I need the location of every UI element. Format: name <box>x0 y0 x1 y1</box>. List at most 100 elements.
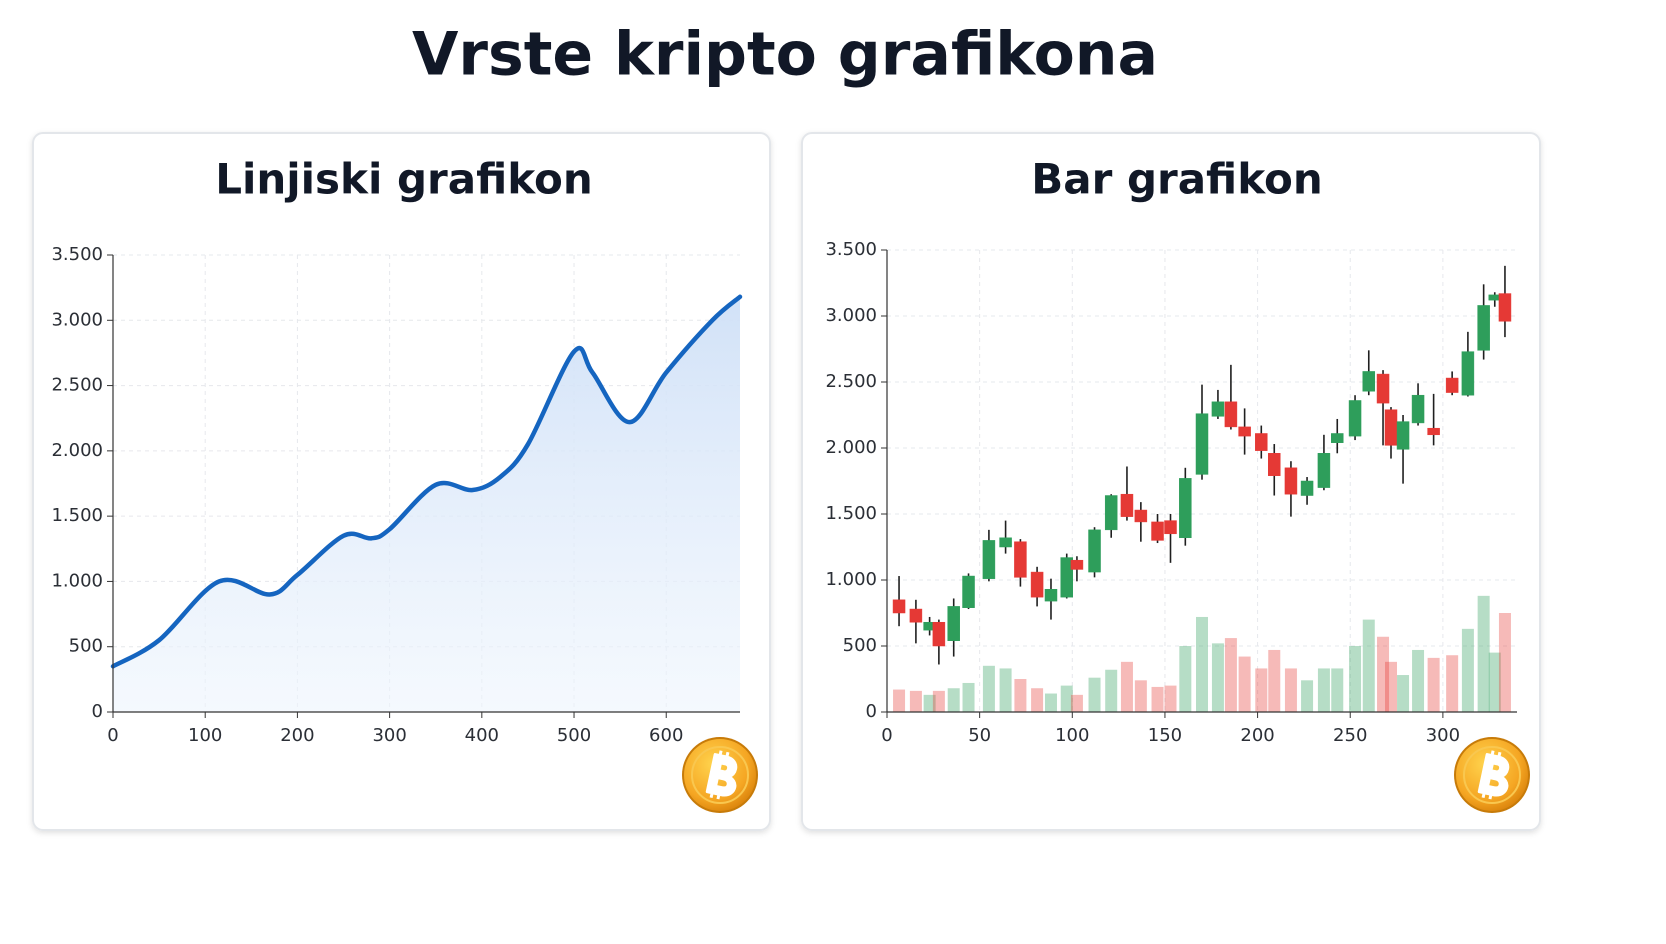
candle-body <box>1396 421 1410 450</box>
y-tick-label: 2.000 <box>825 437 877 458</box>
y-tick-label: 500 <box>843 635 877 656</box>
candle-body <box>1238 426 1251 437</box>
x-tick-label: 600 <box>649 725 683 746</box>
candle-body <box>1088 529 1101 573</box>
volume-bar <box>1331 668 1344 712</box>
volume-bar <box>1498 613 1511 712</box>
x-tick-label: 100 <box>1055 725 1089 746</box>
volume-bar <box>1255 668 1268 712</box>
volume-bar <box>962 682 975 712</box>
chart: 0 500 1.000 1.500 2.000 2.500 3.000 3.500 0 50 100… <box>825 239 1517 746</box>
candle-body <box>1255 433 1268 451</box>
y-tick-label: 1.500 <box>51 505 103 526</box>
bitcoin-icon <box>1452 735 1532 815</box>
candle-body <box>1284 467 1298 495</box>
y-tick-label: 2.000 <box>51 440 103 461</box>
candle-body <box>1427 427 1440 436</box>
candle-body <box>1060 557 1073 598</box>
candle-body <box>1300 480 1314 496</box>
candle-body <box>1348 400 1362 437</box>
bitcoin-icon <box>680 735 760 815</box>
volume-bar <box>947 688 960 712</box>
candle-body <box>1411 394 1425 424</box>
y-tick-label: 3.500 <box>825 239 877 260</box>
candle-body <box>962 575 975 608</box>
candle-body <box>947 606 960 641</box>
candle-body <box>1195 413 1209 475</box>
volume-bar <box>1060 685 1073 712</box>
volume-bar <box>1014 679 1027 712</box>
volume-bar <box>1134 680 1147 712</box>
volume-bar <box>1362 619 1375 712</box>
volume-bar <box>999 668 1012 712</box>
volume-bar <box>1088 677 1101 712</box>
candle-body <box>1498 293 1512 322</box>
volume-bar <box>1385 661 1397 712</box>
volume-bar <box>1179 646 1192 712</box>
volume-bar <box>1488 652 1501 712</box>
volume-bar <box>1105 669 1118 712</box>
candle-body <box>1014 541 1027 578</box>
x-tick-label: 0 <box>881 725 892 746</box>
candle-body <box>1362 371 1376 392</box>
candle-body <box>1134 509 1148 523</box>
volume-bar <box>1477 595 1490 712</box>
volume-bar <box>932 690 945 712</box>
volume-bar <box>1196 616 1208 712</box>
candle-body <box>892 599 906 614</box>
candle-body <box>1461 351 1475 396</box>
candle-body <box>1070 559 1084 570</box>
volume-bar <box>1301 680 1314 712</box>
line <box>110 294 743 669</box>
volume-bar <box>1412 649 1425 712</box>
volume-bar <box>1238 656 1251 712</box>
volume-bar <box>1284 668 1297 712</box>
candle-body <box>932 621 946 647</box>
candle-body <box>1376 373 1390 404</box>
candle-body <box>1179 478 1192 539</box>
volume-bar <box>909 690 922 712</box>
candle-body <box>1268 453 1281 476</box>
y-tick-label: 3.500 <box>51 244 103 265</box>
y-tick-label: 0 <box>92 701 103 722</box>
candle-body <box>999 537 1012 548</box>
candle-body <box>1224 401 1238 428</box>
x-tick-label: 0 <box>107 725 118 746</box>
volume-bar <box>1211 643 1224 712</box>
y-tick-label: 500 <box>69 636 103 657</box>
volume-bar <box>1070 694 1083 712</box>
candle-body <box>1477 305 1490 351</box>
volume-bar <box>1377 636 1390 712</box>
volume-bar <box>1317 668 1330 712</box>
candle-body <box>1317 453 1331 488</box>
x-tick-label: 300 <box>372 725 406 746</box>
x-tick-label: 150 <box>1148 725 1182 746</box>
x-tick-label: 50 <box>968 725 991 746</box>
volume-bar <box>1268 649 1281 712</box>
y-tick-label: 1.000 <box>825 569 877 590</box>
volume-bar <box>1044 693 1057 712</box>
candle-body <box>1331 433 1344 443</box>
candle-body <box>1211 401 1225 417</box>
y-tick-label: 1.500 <box>825 503 877 524</box>
volume-bar <box>1151 686 1164 712</box>
x-tick-label: 200 <box>280 725 314 746</box>
y-tick-label: 0 <box>866 701 877 722</box>
chart: 0 500 1.000 1.500 2.000 2.500 3.000 3.500 0 100 20… <box>51 244 743 746</box>
candle-body <box>1384 409 1398 446</box>
volume-bar <box>1349 646 1362 712</box>
candle-body <box>982 540 996 579</box>
volume-bar <box>1397 675 1410 712</box>
panel <box>801 132 1541 831</box>
volume-bar <box>893 689 906 712</box>
candle-body <box>1445 377 1459 393</box>
y-tick-label: 2.500 <box>51 375 103 396</box>
volume-bar <box>923 694 936 712</box>
candle-body <box>1120 493 1134 517</box>
volume-bar <box>1120 661 1133 712</box>
x-tick-label: 200 <box>1240 725 1274 746</box>
volume-bar <box>1224 638 1237 712</box>
x-tick-label: 300 <box>1426 725 1460 746</box>
